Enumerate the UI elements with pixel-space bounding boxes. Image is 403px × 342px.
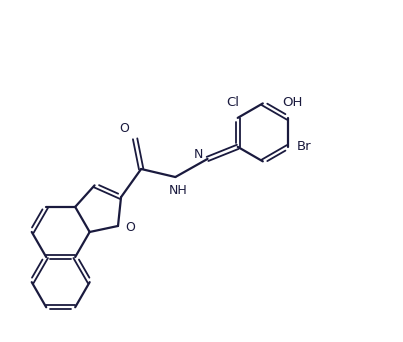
Text: OH: OH xyxy=(283,96,303,109)
Text: O: O xyxy=(119,122,129,135)
Text: NH: NH xyxy=(169,184,188,197)
Text: O: O xyxy=(125,222,135,235)
Text: Cl: Cl xyxy=(226,96,239,109)
Text: N: N xyxy=(193,148,203,161)
Text: Br: Br xyxy=(297,140,312,153)
